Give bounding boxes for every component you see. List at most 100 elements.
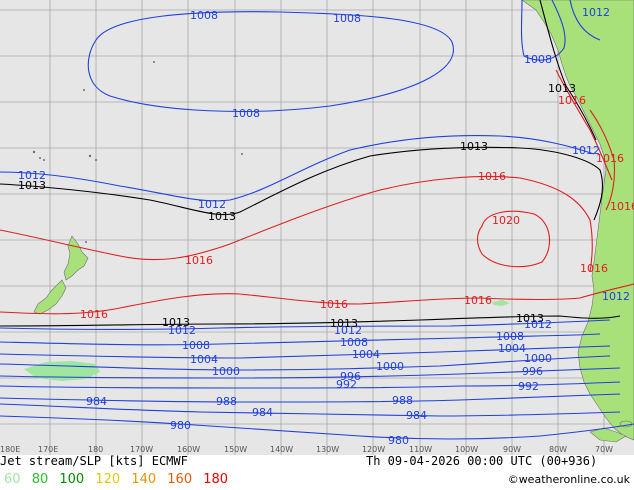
isobar-label: 1008 bbox=[340, 336, 368, 349]
isobar-label: 1000 bbox=[376, 360, 404, 373]
isobar-label: 996 bbox=[522, 365, 543, 378]
isobar-lines bbox=[0, 0, 634, 440]
isobar-label: 1012 bbox=[198, 198, 226, 211]
isobar-1020-ring bbox=[476, 210, 551, 268]
isobar-label: 1004 bbox=[352, 348, 380, 361]
isobar-label: 1013 bbox=[18, 179, 46, 192]
isobar-label: 1012 bbox=[18, 169, 46, 182]
isobar-1012-sa bbox=[569, 0, 601, 41]
isobar-label: 1013 bbox=[208, 210, 236, 223]
isobar-1016-sa-inner bbox=[589, 109, 616, 211]
isobar-label: 1008 bbox=[524, 53, 552, 66]
map-canvas: 1008 1008 1012 1008 1008 1013 1016 1012 … bbox=[0, 0, 634, 455]
jet-patch-60kt-east bbox=[492, 300, 510, 306]
isobar-1013-mid bbox=[0, 146, 603, 221]
lon-tick: 80W bbox=[549, 445, 567, 454]
small-islands bbox=[32, 61, 243, 243]
isobar-label: 992 bbox=[336, 378, 357, 391]
legend-item: 160 bbox=[167, 472, 193, 487]
south-america bbox=[521, 0, 634, 441]
isobar-984 bbox=[0, 403, 621, 417]
map-footer: Jet stream/SLP [kts] ECMWF Th 09-04-2026… bbox=[0, 452, 634, 490]
isobar-label: 996 bbox=[340, 370, 361, 383]
legend-item: 80 bbox=[31, 472, 49, 487]
legend-item: 100 bbox=[59, 472, 85, 487]
lat-lon-grid bbox=[0, 0, 634, 455]
isobar-label: 1012 bbox=[572, 144, 600, 157]
isobar-label: 1013 bbox=[548, 82, 576, 95]
isobar-label: 980 bbox=[388, 434, 409, 447]
longitude-tick-labels: 180E 170E 180 170W 160W 150W 140W 130W 1… bbox=[0, 445, 613, 454]
isobar-label: 984 bbox=[406, 409, 427, 422]
isobar-992 bbox=[0, 381, 621, 389]
legend-item: 120 bbox=[95, 472, 121, 487]
isobar-label: 1013 bbox=[162, 316, 190, 329]
legend-item: 60 bbox=[4, 472, 21, 487]
credit-link[interactable]: ©weatheronline.co.uk bbox=[507, 473, 630, 486]
lon-tick: 170W bbox=[130, 445, 153, 454]
isobar-label: 1016 bbox=[80, 308, 108, 321]
isobar-labels: 1008 1008 1012 1008 1008 1013 1016 1012 … bbox=[18, 6, 634, 447]
isobar-980 bbox=[0, 415, 634, 440]
isobar-1012-mid bbox=[0, 134, 595, 202]
isobar-label: 1000 bbox=[212, 365, 240, 378]
isobar-label: 1020 bbox=[492, 214, 520, 227]
isobar-label: 1016 bbox=[558, 94, 586, 107]
lon-tick: 150W bbox=[224, 445, 247, 454]
map-title: Jet stream/SLP [kts] ECMWF bbox=[0, 454, 188, 468]
isobar-988 bbox=[0, 393, 621, 403]
lon-tick: 130W bbox=[316, 445, 339, 454]
isobar-label: 1004 bbox=[498, 342, 526, 355]
lon-tick: 100W bbox=[455, 445, 478, 454]
isobar-1016-mid bbox=[0, 175, 593, 273]
isobar-1008-lower bbox=[0, 333, 601, 346]
isobar-label: 1016 bbox=[580, 262, 608, 275]
isobar-label: 1016 bbox=[320, 298, 348, 311]
isobar-1013-sa bbox=[539, 0, 597, 141]
isobar-label: 988 bbox=[392, 394, 413, 407]
isobar-label: 988 bbox=[216, 395, 237, 408]
isobar-label: 1012 bbox=[524, 318, 552, 331]
ocean-background bbox=[0, 0, 634, 455]
isobar-label: 1012 bbox=[334, 324, 362, 337]
isobar-label: 1008 bbox=[190, 9, 218, 22]
isobar-996 bbox=[0, 367, 621, 379]
isobar-label: 1016 bbox=[596, 152, 624, 165]
isobar-1000 bbox=[0, 355, 611, 371]
lon-tick: 110W bbox=[409, 445, 432, 454]
lon-tick: 140W bbox=[270, 445, 293, 454]
isobar-label: 1008 bbox=[232, 107, 260, 120]
isobar-label: 1012 bbox=[602, 290, 630, 303]
jet-speed-legend: 60 80 100 120 140 160 180 bbox=[4, 472, 235, 487]
isobar-1004 bbox=[0, 345, 611, 359]
isobar-label: 1012 bbox=[168, 324, 196, 337]
isobar-label: 1016 bbox=[610, 200, 634, 213]
isobar-label: 1004 bbox=[190, 353, 218, 366]
isobar-1008-ring bbox=[87, 11, 454, 112]
isobar-label: 984 bbox=[252, 406, 273, 419]
isobar-1016-lower bbox=[0, 283, 634, 315]
legend-item: 140 bbox=[131, 472, 157, 487]
lon-tick: 70W bbox=[595, 445, 613, 454]
landmasses bbox=[33, 0, 634, 443]
isobar-label: 1012 bbox=[582, 6, 610, 19]
isobar-label: 1016 bbox=[478, 170, 506, 183]
lon-tick: 160W bbox=[177, 445, 200, 454]
isobar-label: 1008 bbox=[496, 330, 524, 343]
isobar-label: 1013 bbox=[460, 140, 488, 153]
isobar-label: 1013 bbox=[330, 317, 358, 330]
isobar-label: 1008 bbox=[333, 12, 361, 25]
isobar-label: 1013 bbox=[516, 312, 544, 325]
lon-tick: 90W bbox=[503, 445, 521, 454]
isobar-label: 980 bbox=[170, 419, 191, 432]
isobar-1013-lower bbox=[0, 315, 621, 327]
lon-tick: 180E bbox=[0, 445, 20, 454]
isobar-label: 984 bbox=[86, 395, 107, 408]
isobar-label: 1016 bbox=[464, 294, 492, 307]
lon-tick: 120W bbox=[362, 445, 385, 454]
lon-tick: 170E bbox=[38, 445, 58, 454]
weather-map[interactable]: 1008 1008 1012 1008 1008 1013 1016 1012 … bbox=[0, 0, 634, 455]
isobar-1016-sa bbox=[555, 69, 613, 181]
isobar-1012-lower bbox=[0, 319, 611, 331]
new-zealand-north-island bbox=[63, 235, 89, 281]
